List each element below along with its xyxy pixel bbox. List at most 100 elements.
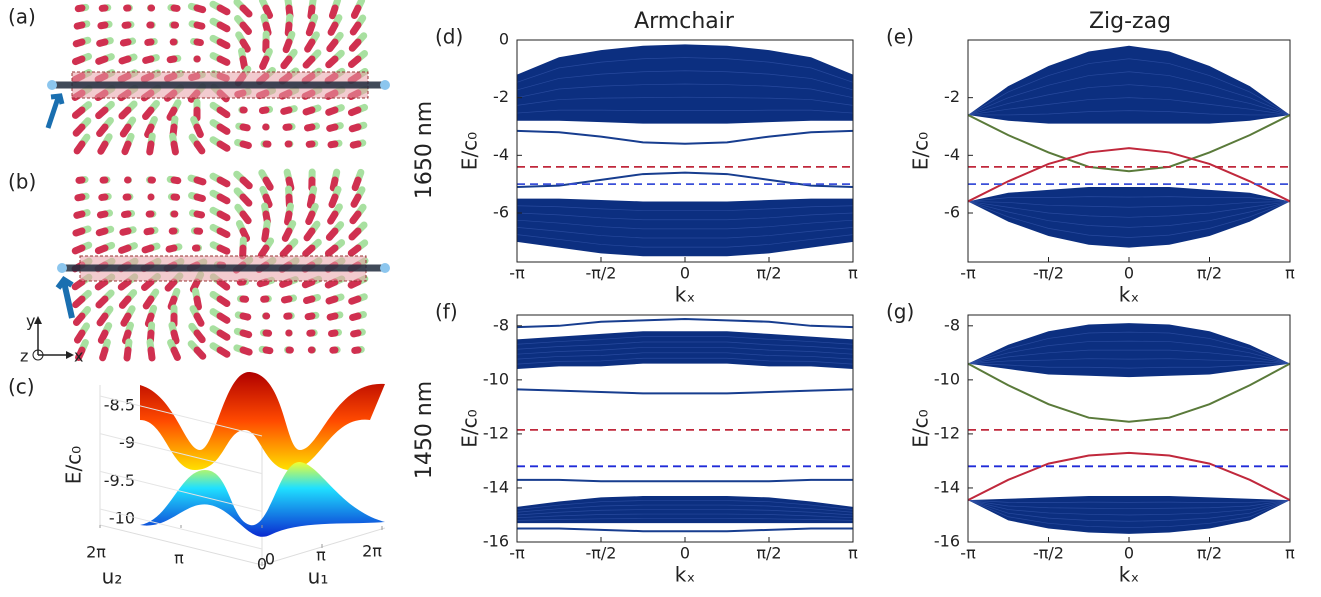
- rod-half: [119, 227, 132, 236]
- rod-half: [259, 55, 270, 71]
- rod-half: [328, 193, 339, 209]
- band-texture: [516, 227, 854, 239]
- end-a: [380, 80, 390, 90]
- y-tick-label: -6: [944, 202, 960, 221]
- rod-half: [216, 227, 231, 239]
- rod-half: [328, 4, 339, 20]
- band-texture: [967, 201, 1291, 218]
- y-tick-label: -12: [934, 423, 960, 442]
- rod-half: [75, 346, 86, 361]
- rod-half: [118, 55, 132, 65]
- rod-half: [325, 106, 339, 116]
- rod-half: [216, 244, 231, 255]
- rod-half: [216, 4, 231, 16]
- rod-half: [216, 55, 231, 66]
- rod-half: [147, 346, 156, 362]
- grid-line: [99, 470, 263, 512]
- axis-label: E/c₀: [458, 409, 482, 447]
- band-texture: [516, 504, 854, 513]
- rod-half: [95, 55, 109, 65]
- rod-half: [97, 21, 109, 30]
- rod-half: [216, 176, 231, 188]
- band-texture: [516, 357, 854, 365]
- rod-half: [193, 176, 207, 186]
- rod-half: [350, 4, 362, 19]
- axis-label: E/c₀: [458, 132, 482, 170]
- rod-half: [72, 227, 86, 237]
- rod-half: [280, 55, 293, 70]
- panel-label: (c): [8, 375, 35, 399]
- rod-half: [301, 278, 316, 289]
- edge-state: [967, 362, 1291, 423]
- y-tick-label: -4: [493, 145, 509, 164]
- edge-state: [516, 171, 854, 189]
- rod-half: [262, 193, 273, 209]
- rod-half: [164, 278, 178, 292]
- rod-half: [347, 278, 362, 289]
- y-tick-label: -2: [493, 87, 509, 106]
- x-tick-label: π/2: [756, 264, 781, 283]
- rod-half: [216, 210, 231, 222]
- rod-half: [347, 244, 362, 257]
- rod-half: [282, 38, 293, 54]
- band-texture: [967, 499, 1291, 516]
- rod-half: [324, 244, 339, 257]
- band-texture: [516, 212, 854, 221]
- band-texture: [967, 84, 1291, 116]
- band-texture: [516, 205, 854, 211]
- rod-half: [97, 329, 109, 344]
- rod-half: [350, 193, 362, 208]
- rod-half: [325, 295, 339, 305]
- rod-half: [239, 55, 248, 71]
- rod-half: [122, 329, 132, 345]
- rod-half: [216, 346, 231, 358]
- panel-label: (g): [886, 300, 914, 324]
- rod-half: [216, 140, 231, 152]
- band-texture: [516, 70, 854, 91]
- rod-half: [121, 140, 132, 156]
- y-tick-label: -12: [483, 423, 509, 442]
- rod-half: [262, 4, 274, 19]
- rod-half: [258, 106, 270, 115]
- rod-half: [284, 21, 293, 37]
- z-tick-label: -10: [109, 509, 135, 528]
- y-tick-label: π: [174, 549, 184, 568]
- triad-arrow: [34, 316, 74, 359]
- rod-half: [119, 38, 132, 47]
- bulk-band: [517, 331, 853, 370]
- z-tick-label: -8.5: [104, 396, 135, 415]
- rod-half: [71, 106, 86, 119]
- rod-half: [170, 346, 181, 361]
- axis-label: E/c₀: [909, 132, 933, 170]
- edge-state: [516, 129, 854, 145]
- rod-half: [72, 312, 86, 326]
- edge-state: [517, 527, 853, 533]
- rod-half: [307, 4, 316, 20]
- rod-half: [193, 4, 207, 14]
- rod-half: [325, 55, 339, 69]
- rod-half: [239, 123, 251, 132]
- x-tick-label: π/2: [1197, 264, 1222, 283]
- rod-half: [96, 123, 109, 138]
- end-a: [47, 80, 57, 90]
- rod-half: [239, 176, 253, 190]
- band-texture: [967, 499, 1291, 522]
- rod-half: [95, 106, 109, 120]
- grid-line: [99, 395, 263, 437]
- edge-state: [516, 388, 854, 395]
- x-tick-label: -π/2: [586, 264, 617, 283]
- rod-half: [170, 140, 179, 156]
- band-texture: [516, 96, 854, 106]
- rod-half: [261, 227, 270, 243]
- rod-half: [351, 176, 362, 192]
- rod-half: [166, 55, 178, 64]
- y-tick-label: -14: [934, 477, 960, 496]
- rod-half: [167, 295, 178, 311]
- z-tick-label: -9: [119, 433, 135, 452]
- x-tick-label: -π/2: [1033, 264, 1064, 283]
- rod-half: [239, 312, 252, 321]
- rod-half: [193, 312, 205, 327]
- rod-half: [262, 346, 274, 355]
- band-texture: [516, 109, 854, 114]
- band-texture: [967, 201, 1291, 228]
